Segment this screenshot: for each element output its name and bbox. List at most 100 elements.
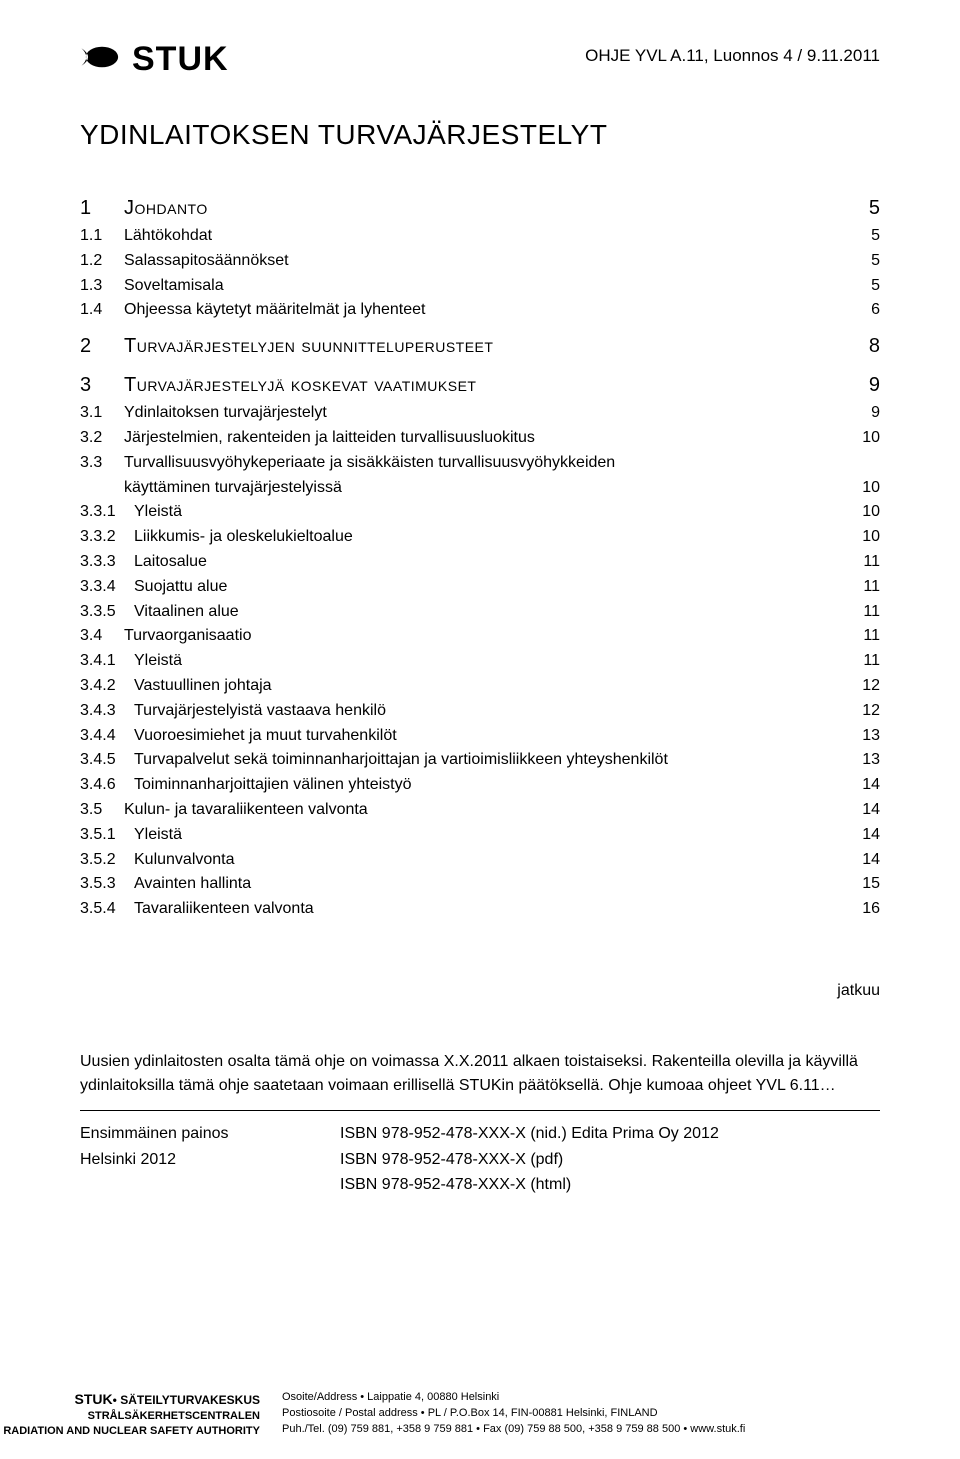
toc-label: Salassapitosäännökset [124, 249, 289, 274]
toc-page: 13 [860, 724, 880, 749]
toc-label: Ydinlaitoksen turvajärjestelyt [124, 401, 327, 426]
toc-number: 3.5.1 [80, 823, 134, 848]
toc-page: 16 [860, 897, 880, 922]
toc-row: 3.2Järjestelmien, rakenteiden ja laittei… [80, 426, 880, 451]
toc-page: 8 [860, 331, 880, 362]
footer-contact: Puh./Tel. (09) 759 881, +358 9 759 881 •… [282, 1422, 745, 1438]
validity-text: Uusien ydinlaitosten osalta tämä ohje on… [80, 1050, 880, 1098]
toc-number: 1.4 [80, 298, 124, 323]
toc-row: 3.5.3Avainten hallinta15 [80, 872, 880, 897]
toc-number: 1.3 [80, 274, 124, 299]
toc-page: 5 [860, 274, 880, 299]
toc-label: Yleistä [134, 500, 182, 525]
toc-page: 11 [860, 575, 880, 600]
toc-label: Suojattu alue [134, 575, 227, 600]
toc-row: 3.4.2Vastuullinen johtaja12 [80, 674, 880, 699]
toc-page: 14 [860, 773, 880, 798]
toc-row: 3.3.1Yleistä10 [80, 500, 880, 525]
toc-row: 3.3.3Laitosalue11 [80, 550, 880, 575]
toc-page: 6 [860, 298, 880, 323]
page-title: YDINLAITOKSEN TURVAJÄRJESTELYT [80, 119, 880, 151]
toc-row: 3.4.6Toiminnanharjoittajien välinen yhte… [80, 773, 880, 798]
toc-page: 10 [860, 525, 880, 550]
toc-label: Vuoroesimiehet ja muut turvahenkilöt [134, 724, 397, 749]
toc-label: Johdanto [124, 193, 208, 224]
toc-label: Turvajärjestelyjä koskevat vaatimukset [124, 370, 476, 401]
toc-page: 15 [860, 872, 880, 897]
footer-address: Osoite/Address • Laippatie 4, 00880 Hels… [282, 1390, 745, 1406]
toc-row: 3.3Turvallisuusvyöhykeperiaate ja sisäkk… [80, 451, 880, 476]
toc-label: Lähtökohdat [124, 224, 212, 249]
toc-number: 3.4.4 [80, 724, 134, 749]
toc-row: 1.3Soveltamisala 5 [80, 274, 880, 299]
divider [80, 1110, 880, 1111]
toc-page: 13 [860, 748, 880, 773]
toc-number: 3.3.1 [80, 500, 134, 525]
toc-row: 3.5Kulun- ja tavaraliikenteen valvonta14 [80, 798, 880, 823]
isbn-html: ISBN 978-952-478-XXX-X (html) [340, 1172, 719, 1198]
toc-label: Turvapalvelut sekä toiminnanharjoittajan… [134, 748, 668, 773]
toc-row: 3.4.4Vuoroesimiehet ja muut turvahenkilö… [80, 724, 880, 749]
stuk-logo-icon [80, 42, 124, 77]
toc-number: 3 [80, 370, 124, 401]
toc-label: Toiminnanharjoittajien välinen yhteistyö [134, 773, 412, 798]
toc-number: 3.3.5 [80, 600, 134, 625]
toc-page: 11 [860, 624, 880, 649]
toc-label: Yleistä [134, 823, 182, 848]
footer-postal: Postiosoite / Postal address • PL / P.O.… [282, 1406, 745, 1422]
toc-page: 14 [860, 848, 880, 873]
toc-row: 3.4.5Turvapalvelut sekä toiminnanharjoit… [80, 748, 880, 773]
toc-number: 3.4.2 [80, 674, 134, 699]
toc-number: 3.2 [80, 426, 124, 451]
toc-label: Soveltamisala [124, 274, 224, 299]
toc-label: Laitosalue [134, 550, 207, 575]
toc-number: 3.1 [80, 401, 124, 426]
edition-block: Ensimmäinen painos Helsinki 2012 ISBN 97… [80, 1121, 880, 1198]
toc-page: 5 [860, 249, 880, 274]
logo-text: STUK [132, 40, 229, 79]
toc-number: 3.3 [80, 451, 124, 476]
toc-label: Turvallisuusvyöhykeperiaate ja sisäkkäis… [124, 451, 615, 476]
toc-label: Turvajärjestelyjen suunnitteluperusteet [124, 331, 493, 362]
toc-row: 3.5.2Kulunvalvonta 14 [80, 848, 880, 873]
toc-label: käyttäminen turvajärjestelyissä [80, 476, 342, 501]
toc-number: 3.4 [80, 624, 124, 649]
toc-number: 3.5.4 [80, 897, 134, 922]
footer-stuk: STUK [75, 1391, 113, 1407]
toc-row: 1Johdanto5 [80, 193, 880, 224]
logo: STUK [80, 40, 229, 79]
toc-number: 3.4.6 [80, 773, 134, 798]
toc-label: Tavaraliikenteen valvonta [134, 897, 314, 922]
toc-row: 1.1Lähtökohdat5 [80, 224, 880, 249]
toc-page: 14 [860, 823, 880, 848]
toc-row: 3.5.1Yleistä 14 [80, 823, 880, 848]
isbn-print: ISBN 978-952-478-XXX-X (nid.) Edita Prim… [340, 1121, 719, 1147]
toc-label: Yleistä [134, 649, 182, 674]
toc-label: Avainten hallinta [134, 872, 251, 897]
toc-label: Vitaalinen alue [134, 600, 239, 625]
table-of-contents: 1Johdanto51.1Lähtökohdat51.2Salassapitos… [80, 193, 880, 922]
toc-row: 3.3.4Suojattu alue 11 [80, 575, 880, 600]
toc-number: 3.3.3 [80, 550, 134, 575]
toc-number: 3.4.5 [80, 748, 134, 773]
continues-label: jatkuu [80, 982, 880, 1000]
toc-number: 3.3.4 [80, 575, 134, 600]
toc-number: 2 [80, 331, 124, 362]
toc-page: 9 [860, 401, 880, 426]
toc-label: Turvaorganisaatio [124, 624, 251, 649]
toc-row: 3.5.4Tavaraliikenteen valvonta 16 [80, 897, 880, 922]
toc-number: 3.5.2 [80, 848, 134, 873]
toc-number: 3.4.3 [80, 699, 134, 724]
toc-page: 11 [860, 649, 880, 674]
document-reference: OHJE YVL A.11, Luonnos 4 / 9.11.2011 [585, 46, 880, 66]
toc-number: 1.1 [80, 224, 124, 249]
toc-page: 10 [860, 426, 880, 451]
toc-page: 5 [860, 193, 880, 224]
toc-number: 3.5 [80, 798, 124, 823]
isbn-pdf: ISBN 978-952-478-XXX-X (pdf) [340, 1147, 719, 1173]
toc-label: Kulun- ja tavaraliikenteen valvonta [124, 798, 368, 823]
toc-row: 3.4.1Yleistä11 [80, 649, 880, 674]
footer: STUK• SÄTEILYTURVAKESKUS STRÅLSÄKERHETSC… [0, 1390, 960, 1439]
footer-org-sv: STRÅLSÄKERHETSCENTRALEN [0, 1409, 260, 1424]
toc-label: Kulunvalvonta [134, 848, 235, 873]
